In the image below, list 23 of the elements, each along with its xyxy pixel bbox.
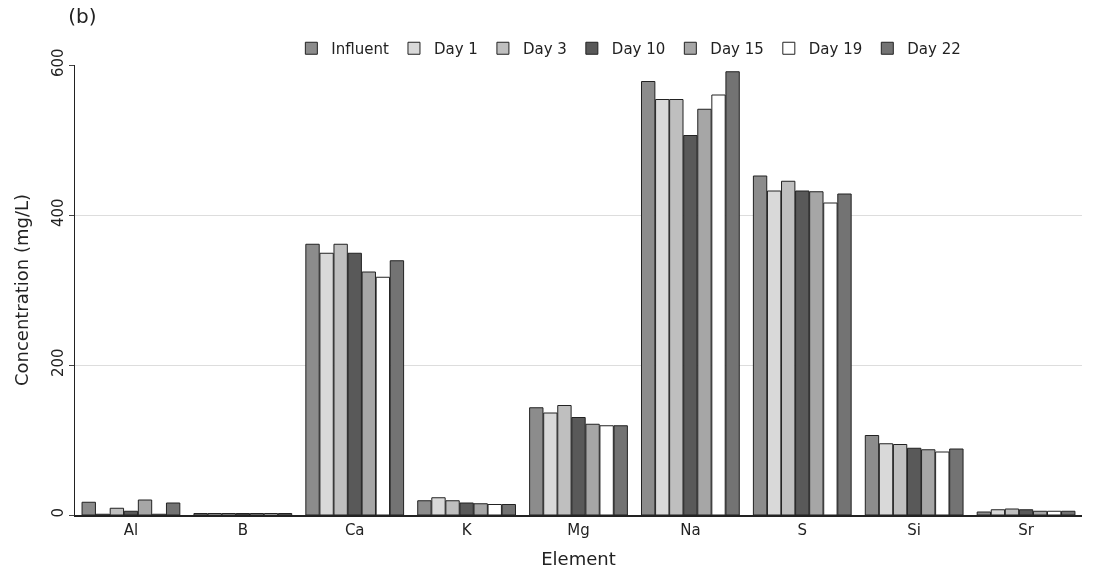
y-axis-title: Concentration (mg/L) <box>11 193 33 387</box>
x-tick-label: Al <box>123 520 139 539</box>
y-tick-label: 0 <box>49 507 67 518</box>
x-tick-label: Si <box>907 520 922 539</box>
legend-label: Day 19 <box>808 40 863 59</box>
x-tick-label: Ca <box>344 520 365 539</box>
x-tick-label: Na <box>680 520 701 539</box>
legend-label: Influent <box>331 40 389 59</box>
legend-label: Day 22 <box>907 40 961 59</box>
x-tick-label: S <box>797 520 808 539</box>
y-tick-label: 600 <box>49 48 67 78</box>
legend-label: Day 15 <box>710 40 764 59</box>
legend-label: Day 1 <box>433 40 478 59</box>
legend-label: Day 3 <box>522 40 567 59</box>
legend-label: Day 10 <box>611 40 666 59</box>
chart-title: (b) <box>68 3 97 28</box>
x-tick-label: Sr <box>1018 520 1035 539</box>
y-tick-label: 200 <box>49 348 67 378</box>
x-tick-label: Mg <box>567 520 590 539</box>
x-tick-label: B <box>237 520 248 539</box>
x-axis-title: Element <box>541 548 616 570</box>
y-tick-label: 400 <box>49 198 67 228</box>
x-tick-label: K <box>461 520 473 539</box>
